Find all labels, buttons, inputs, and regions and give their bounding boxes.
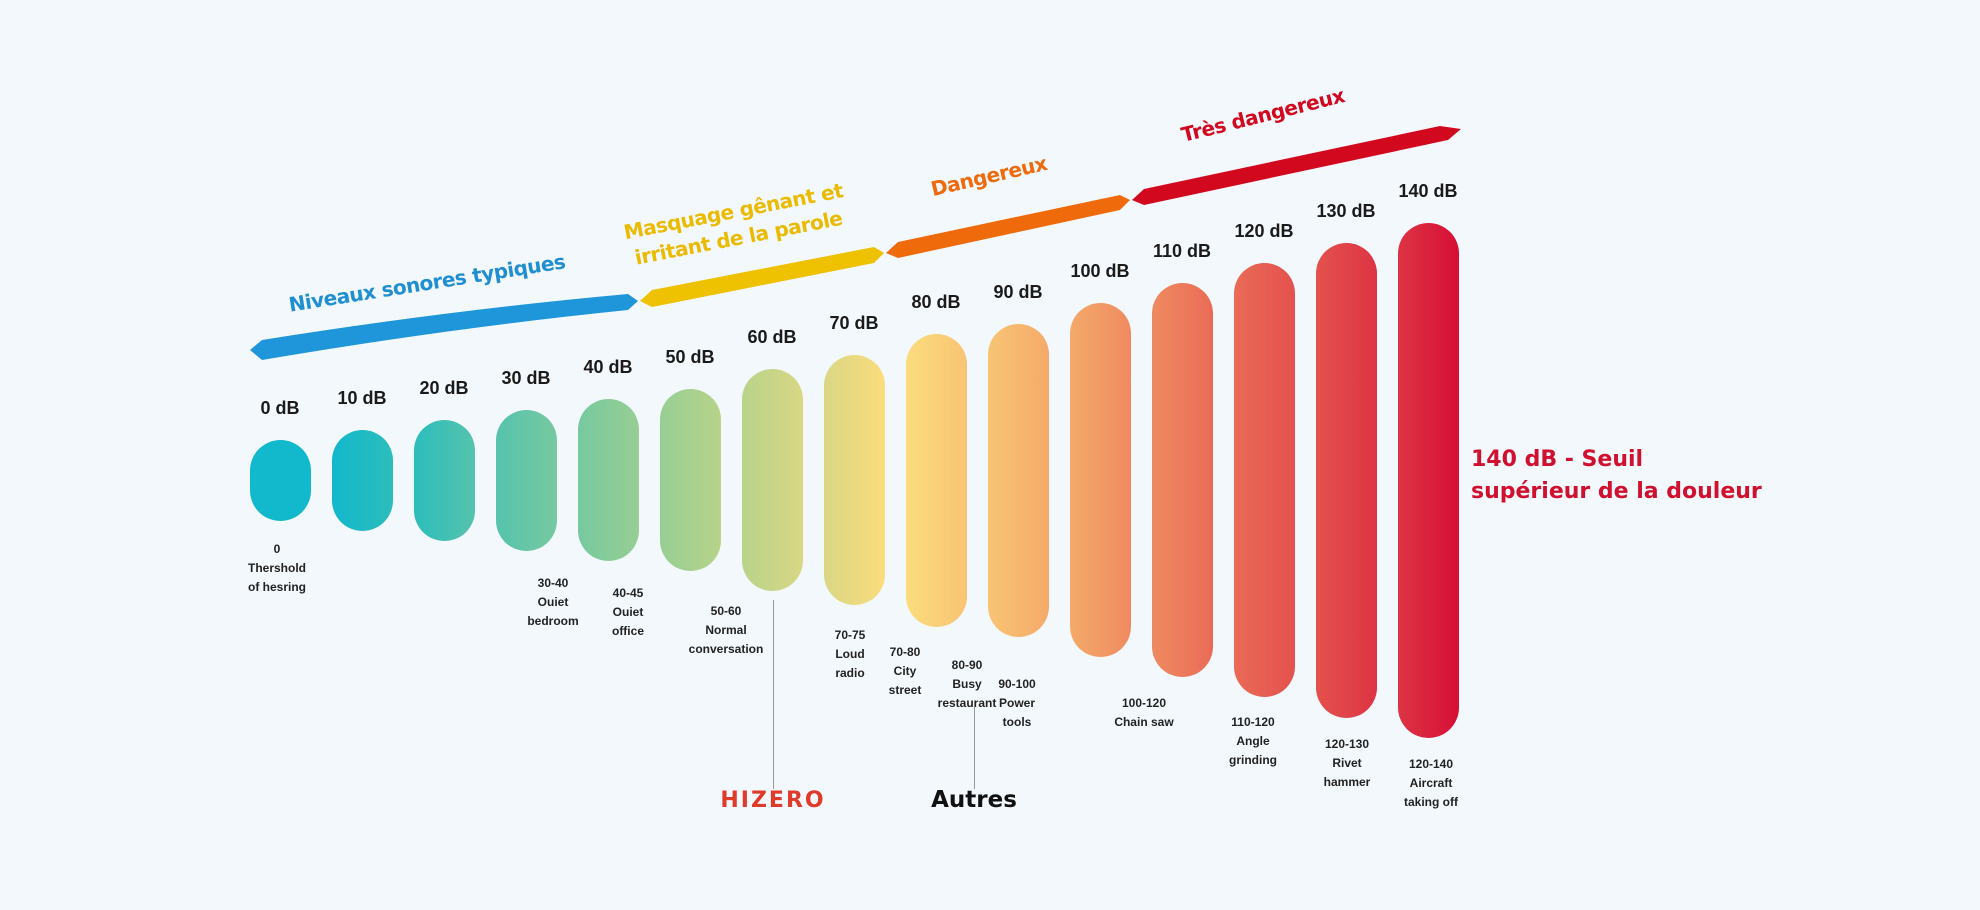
level-db-label: 110 dB [1152, 241, 1212, 261]
example-range: 30-40 [537, 576, 569, 590]
example-line1: Rivet [1332, 756, 1362, 770]
example-line1: City [893, 664, 917, 678]
level-bar-9 [988, 323, 1049, 637]
example-line2: tools [1002, 715, 1032, 729]
level-bar-11 [1152, 283, 1213, 677]
level-db-label: 130 dB [1316, 200, 1376, 221]
level-db-label: 10 dB [337, 387, 387, 408]
example-range: 50-60 [710, 604, 742, 618]
level-db-label: 100 dB [1070, 261, 1130, 281]
level-db-label: 0 dB [260, 397, 300, 418]
example-line2: hammer [1323, 775, 1371, 789]
example-line1: Power [998, 696, 1035, 710]
level-bar-10 [1070, 303, 1131, 657]
example-line1: Ouiet [612, 605, 644, 619]
level-bar-2 [414, 419, 475, 541]
example-label: 120-130 Rivet hammer [1292, 735, 1402, 792]
example-line1: Thershold [247, 561, 306, 575]
level-db-label: 120 dB [1234, 221, 1294, 241]
band-typical [250, 294, 638, 360]
example-range: 100-120 [1121, 696, 1167, 710]
hizero-logo: HIZERO [720, 788, 826, 813]
level-db-label: 30 dB [501, 367, 551, 388]
level-db-label: 20 dB [419, 377, 469, 398]
band-dangerous [886, 195, 1130, 258]
level-bar-7 [824, 355, 885, 605]
example-label: 50-60 Normal conversation [671, 602, 781, 659]
example-range: 80-90 [951, 658, 983, 672]
level-db-label: 70 dB [829, 313, 879, 333]
level-bar-13 [1316, 242, 1377, 718]
band-annoying [640, 247, 884, 307]
example-line1: Angle [1236, 734, 1270, 748]
example-line1: Chain saw [1114, 715, 1174, 729]
example-line1: Busy [952, 677, 982, 691]
example-line2: radio [835, 666, 865, 680]
level-bar-6 [742, 369, 803, 591]
example-range: 90-100 [998, 677, 1036, 691]
example-line2: bedroom [527, 614, 579, 628]
others-marker-line [974, 707, 975, 789]
level-db-label: 40 dB [583, 357, 633, 377]
example-line1: Normal [705, 623, 747, 637]
example-range: 40-45 [612, 586, 644, 600]
level-db-label: 80 dB [911, 291, 961, 312]
example-line2: of hesring [247, 580, 306, 594]
level-db-label: 60 dB [747, 327, 797, 347]
level-bar-5 [660, 389, 721, 571]
example-label: 120-140 Aircraft taking off [1376, 755, 1486, 812]
example-label: 80-90 Busy restaurant [912, 656, 1022, 713]
example-line2: grinding [1229, 753, 1277, 767]
level-db-label: 140 dB [1398, 180, 1458, 201]
example-label: 110-120 Angle grinding [1198, 713, 1308, 770]
pain-threshold-line1: 140 dB - Seuil [1471, 447, 1644, 472]
example-label: 70-75 Loud radio [795, 626, 905, 683]
example-label: 70-80 City street [850, 643, 960, 700]
example-range: 70-75 [834, 628, 866, 642]
pain-threshold-note: 140 dB - Seuil supérieur de la douleur [1471, 444, 1762, 508]
example-label: 90-100 Power tools [962, 675, 1072, 732]
example-label: 30-40 Ouiet bedroom [498, 574, 608, 631]
level-db-label: 90 dB [993, 281, 1043, 302]
level-bar-1 [332, 429, 393, 531]
example-line1: Ouiet [537, 595, 569, 609]
others-label: Autres [931, 787, 1017, 813]
example-line2: office [611, 624, 644, 638]
level-bar-0 [250, 439, 311, 521]
example-range: 120-140 [1408, 757, 1454, 771]
level-bar-4 [578, 399, 639, 561]
hizero-marker-line [773, 600, 774, 789]
example-line2: street [888, 683, 922, 697]
example-line2: taking off [1404, 795, 1458, 809]
example-label: 100-120 Chain saw [1089, 694, 1199, 732]
pain-threshold-line2: supérieur de la douleur [1471, 479, 1762, 504]
level-db-label: 50 dB [665, 347, 715, 367]
example-label: 40-45 Ouiet office [573, 584, 683, 641]
example-line1: Aircraft [1409, 776, 1453, 790]
band-very-dangerous [1132, 126, 1461, 205]
level-bar-14 [1398, 222, 1459, 738]
example-range: 70-80 [889, 645, 921, 659]
level-bar-3 [496, 409, 557, 551]
example-range: 0 [273, 542, 281, 556]
example-line2: conversation [688, 642, 764, 656]
example-range: 120-130 [1324, 737, 1370, 751]
level-bar-12 [1234, 263, 1295, 697]
example-line2: restaurant [937, 696, 997, 710]
level-bar-8 [906, 333, 967, 627]
example-range: 110-120 [1231, 715, 1275, 729]
example-line1: Loud [835, 647, 865, 661]
example-label: 0 Thershold of hesring [222, 540, 332, 597]
